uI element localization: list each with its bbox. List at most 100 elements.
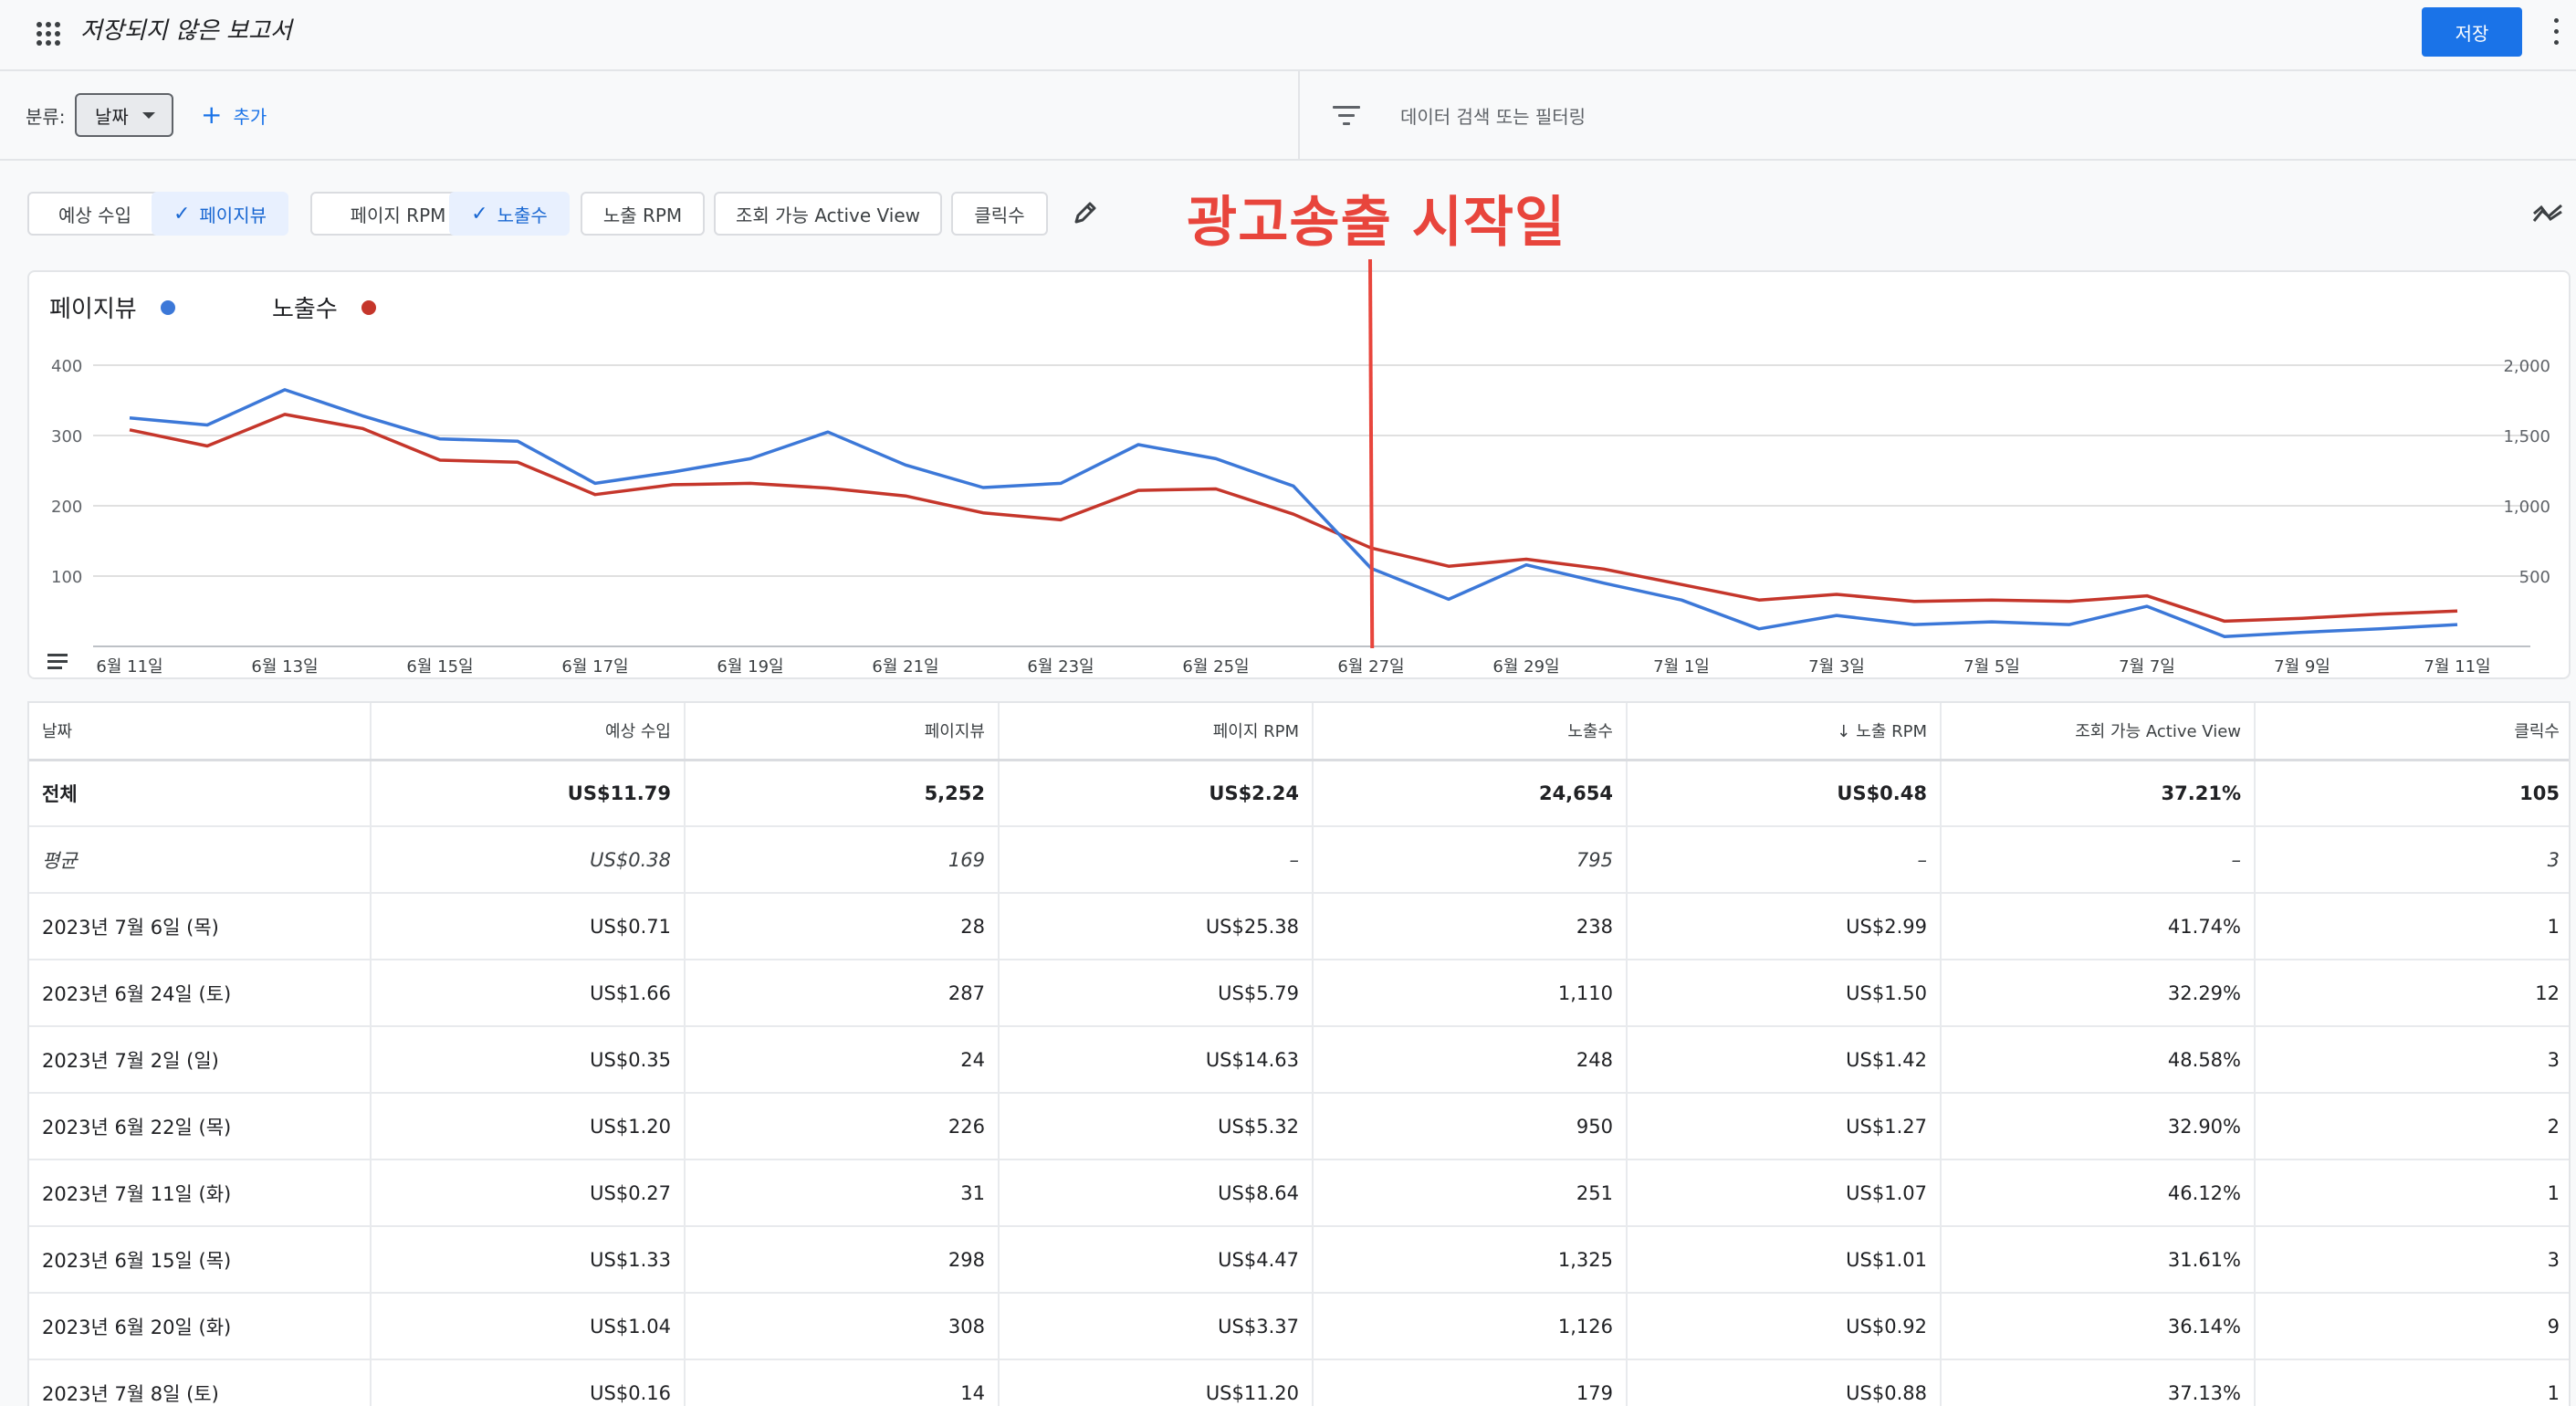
save-button[interactable]: 저장 — [2422, 7, 2522, 57]
table-row[interactable]: 2023년 7월 8일 (토) US$0.16 14 US$11.20 179 US$0.… — [29, 1359, 2569, 1406]
chip-label: 조회 가능 Active View — [736, 204, 920, 226]
x-tick-label: 6월 15일 — [406, 657, 473, 677]
table-cell: 179 — [1313, 1359, 1628, 1406]
table-row[interactable]: 2023년 6월 22일 (목) US$1.20 226 US$5.32 950 US$1… — [29, 1093, 2569, 1160]
chip-active-view[interactable]: 조회 가능 Active View — [714, 192, 942, 236]
chip-impression-rpm[interactable]: 노출 RPM — [581, 192, 705, 236]
table-cell: 2023년 7월 11일 (화) — [29, 1159, 372, 1227]
table-total-row[interactable]: 전체 US$11.79 5,252 US$2.24 24,654 US$0.48 37.21… — [29, 760, 2569, 827]
table-cell: 평균 — [29, 826, 372, 894]
legend-label: 페이지뷰 — [49, 296, 137, 323]
bar-divider — [1298, 71, 1300, 161]
table-cell: – — [1627, 826, 1942, 894]
legend-dot-pageviews — [160, 299, 175, 315]
column-header[interactable]: 날짜 — [29, 703, 372, 761]
table-cell: 46.12% — [1941, 1159, 2256, 1227]
chip-impressions[interactable]: ✓ 노출수 — [449, 192, 570, 236]
column-header-label: 조회 가능 Active View — [2075, 722, 2241, 742]
annotation-text: 광고송출 시작일 — [1187, 191, 1566, 255]
dimension-filter-bar: 분류: 날짜 + 추가 — [0, 71, 2576, 161]
table-cell: 238 — [1313, 893, 1628, 960]
table-cell: 226 — [685, 1093, 1000, 1160]
chart-menu-icon[interactable] — [47, 654, 69, 672]
table-cell: 248 — [1313, 1026, 1628, 1094]
column-header-label: 페이지 RPM — [1212, 722, 1299, 742]
filter-search-input[interactable] — [1400, 99, 2496, 135]
dimension-dropdown[interactable]: 날짜 — [75, 93, 173, 137]
table-cell: US$5.32 — [999, 1093, 1314, 1160]
column-header[interactable]: 클릭수 — [2255, 703, 2569, 761]
table-row[interactable]: 2023년 7월 2일 (일) US$0.35 24 US$14.63 248 US$1.… — [29, 1026, 2569, 1094]
chip-clicks[interactable]: 클릭수 — [951, 192, 1048, 236]
x-tick-label: 6월 17일 — [561, 657, 628, 677]
table-cell: 795 — [1313, 826, 1628, 894]
table-header-row: 날짜 예상 수입 페이지뷰 페이지 RPM 노출수 ↓ 노출 RPM 조회 가능 Active… — [29, 703, 2569, 761]
table-cell: 32.90% — [1941, 1093, 2256, 1160]
table-cell: US$14.63 — [999, 1026, 1314, 1094]
x-tick-label: 6월 23일 — [1027, 657, 1094, 677]
apps-grid-icon[interactable] — [37, 22, 62, 47]
table-row[interactable]: 2023년 7월 6일 (목) US$0.71 28 US$25.38 238 US$2.… — [29, 893, 2569, 960]
x-tick-label: 6월 21일 — [872, 657, 938, 677]
x-tick-label: 6월 27일 — [1337, 657, 1404, 677]
table-cell: 24 — [685, 1026, 1000, 1094]
table-cell: US$1.66 — [371, 960, 686, 1027]
table-cell: – — [999, 826, 1314, 894]
legend-item-pageviews[interactable]: 페이지뷰 — [49, 290, 175, 324]
chip-pageviews[interactable]: ✓ 페이지뷰 — [152, 192, 288, 236]
chip-label: 노출 RPM — [602, 204, 683, 226]
table-row[interactable]: 2023년 7월 11일 (화) US$0.27 31 US$8.64 251 US$1.… — [29, 1159, 2569, 1227]
column-header[interactable]: 노출수 — [1313, 703, 1628, 761]
caret-down-icon — [142, 112, 155, 119]
x-tick-label: 7월 1일 — [1653, 657, 1710, 677]
chip-label: 페이지뷰 — [199, 204, 267, 226]
report-title[interactable]: 저장되지 않은 보고서 — [80, 17, 292, 45]
y-left-tick-label: 300 — [51, 427, 82, 446]
column-header-label: 예상 수입 — [605, 722, 671, 742]
table-cell: 2023년 6월 20일 (화) — [29, 1293, 372, 1360]
check-icon: ✓ — [471, 202, 488, 226]
column-header[interactable]: 페이지 RPM — [999, 703, 1314, 761]
series-line-pageviews — [129, 388, 2458, 638]
table-cell: 1 — [2255, 1159, 2569, 1227]
table-cell: 37.13% — [1941, 1359, 2256, 1406]
column-header[interactable]: ↓ 노출 RPM — [1627, 703, 1942, 761]
table-row[interactable]: 2023년 6월 24일 (토) US$1.66 287 US$5.79 1,110 US… — [29, 960, 2569, 1027]
series-line-impressions — [129, 413, 2458, 624]
edit-pencil-icon[interactable] — [1072, 199, 1099, 226]
table-cell: US$2.24 — [999, 760, 1314, 827]
table-cell: 37.21% — [1941, 760, 2256, 827]
filter-icon[interactable] — [1333, 104, 1360, 126]
chip-estimated-earnings[interactable]: 예상 수입 — [27, 192, 162, 236]
column-header[interactable]: 예상 수입 — [371, 703, 686, 761]
column-header[interactable]: 페이지뷰 — [685, 703, 1000, 761]
data-table-card: 날짜 예상 수입 페이지뷰 페이지 RPM 노출수 ↓ 노출 RPM 조회 가능 Active… — [27, 701, 2571, 1406]
table-cell: 9 — [2255, 1293, 2569, 1360]
table-cell: US$0.38 — [371, 826, 686, 894]
table-row[interactable]: 2023년 6월 20일 (화) US$1.04 308 US$3.37 1,126 US… — [29, 1293, 2569, 1360]
table-cell: 287 — [685, 960, 1000, 1027]
table-average-row[interactable]: 평균 US$0.38 169–795– –3 — [29, 826, 2569, 894]
more-options-icon[interactable] — [2552, 18, 2560, 46]
legend-item-impressions[interactable]: 노출수 — [272, 290, 376, 324]
legend-label: 노출수 — [272, 296, 338, 323]
table-cell: US$0.48 — [1627, 760, 1942, 827]
add-dimension-button[interactable]: + 추가 — [201, 97, 267, 133]
table-cell: 308 — [685, 1293, 1000, 1360]
table-cell: 2023년 6월 22일 (목) — [29, 1093, 372, 1160]
column-header[interactable]: 조회 가능 Active View — [1941, 703, 2256, 761]
table-cell: 48.58% — [1941, 1026, 2256, 1094]
table-cell: 2023년 7월 2일 (일) — [29, 1026, 372, 1094]
table-cell: 3 — [2255, 1226, 2569, 1294]
table-cell: 1 — [2255, 1359, 2569, 1406]
x-tick-label: 7월 3일 — [1808, 657, 1865, 677]
table-cell: US$25.38 — [999, 893, 1314, 960]
table-cell: US$0.88 — [1627, 1359, 1942, 1406]
legend-dot-impressions — [361, 299, 376, 315]
data-table: 날짜 예상 수입 페이지뷰 페이지 RPM 노출수 ↓ 노출 RPM 조회 가능 Active… — [29, 703, 2569, 1406]
table-row[interactable]: 2023년 6월 15일 (목) US$1.33 298 US$4.47 1,325 US… — [29, 1226, 2569, 1294]
y-right-tick-label: 1,000 — [2503, 498, 2550, 517]
table-cell: 24,654 — [1313, 760, 1628, 827]
table-cell: US$11.20 — [999, 1359, 1314, 1406]
trend-compare-icon[interactable] — [2532, 201, 2563, 226]
